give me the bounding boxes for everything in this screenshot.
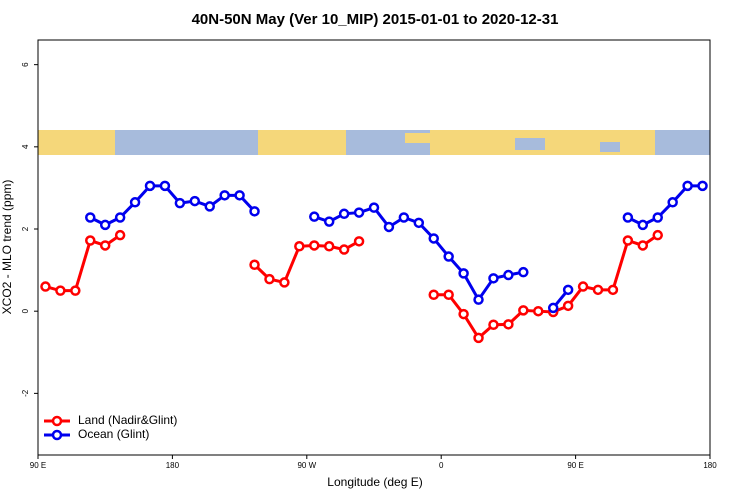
y-tick-label: 4 bbox=[21, 144, 30, 149]
y-tick-label: 6 bbox=[21, 62, 30, 67]
data-point bbox=[637, 240, 649, 251]
data-point bbox=[323, 216, 335, 227]
data-point bbox=[159, 180, 171, 192]
data-point bbox=[518, 266, 529, 278]
data-point bbox=[533, 305, 544, 317]
data-point bbox=[667, 197, 678, 208]
data-point bbox=[40, 281, 51, 292]
data-point bbox=[279, 277, 290, 288]
legend-label: Land (Nadir&Glint) bbox=[78, 413, 177, 427]
legend-marker bbox=[51, 415, 63, 427]
data-point bbox=[249, 259, 260, 271]
data-point bbox=[338, 244, 350, 255]
data-point bbox=[353, 236, 365, 247]
data-point bbox=[55, 285, 66, 296]
data-point bbox=[562, 284, 574, 296]
data-point bbox=[114, 212, 126, 223]
data-point bbox=[518, 305, 529, 316]
data-point bbox=[697, 180, 708, 192]
data-point bbox=[547, 302, 559, 314]
data-point bbox=[323, 241, 335, 252]
data-point bbox=[622, 235, 634, 246]
data-point bbox=[99, 240, 111, 251]
data-point bbox=[473, 332, 484, 344]
x-tick-label: 0 bbox=[439, 461, 444, 470]
data-point bbox=[309, 240, 320, 251]
data-point bbox=[70, 285, 81, 296]
map-strip bbox=[38, 130, 710, 155]
x-axis-label: Longitude (deg E) bbox=[327, 475, 422, 489]
data-point bbox=[428, 289, 439, 301]
legend-label: Ocean (Glint) bbox=[78, 427, 149, 441]
x-tick-label: 90 E bbox=[30, 461, 46, 470]
x-tick-label: 180 bbox=[166, 461, 180, 470]
data-point bbox=[114, 229, 126, 241]
data-point bbox=[562, 300, 574, 312]
data-point bbox=[473, 294, 484, 305]
data-point bbox=[503, 269, 514, 281]
data-point bbox=[488, 273, 499, 284]
data-point bbox=[652, 212, 663, 223]
data-point bbox=[294, 241, 305, 252]
y-tick-label: -2 bbox=[21, 389, 30, 397]
data-point bbox=[129, 197, 141, 208]
x-tick-label: 90 E bbox=[567, 461, 583, 470]
data-point bbox=[577, 281, 589, 292]
plot-frame bbox=[37, 39, 711, 456]
x-tick-label: 180 bbox=[703, 461, 717, 470]
series-line bbox=[433, 233, 659, 341]
data-point bbox=[443, 289, 454, 301]
data-point bbox=[85, 212, 96, 223]
chart-title: 40N-50N May (Ver 10_MIP) 2015-01-01 to 2… bbox=[192, 11, 559, 28]
data-point bbox=[622, 212, 634, 223]
data-point bbox=[682, 180, 693, 192]
data-point bbox=[398, 212, 410, 223]
data-point bbox=[338, 208, 350, 220]
legend-marker bbox=[51, 429, 63, 441]
data-point bbox=[85, 235, 96, 246]
data-point bbox=[443, 251, 454, 262]
data-point bbox=[99, 219, 111, 231]
data-point bbox=[488, 319, 499, 330]
data-point bbox=[234, 190, 245, 201]
data-point bbox=[219, 190, 230, 201]
data-point bbox=[264, 273, 275, 285]
data-point bbox=[652, 229, 663, 241]
series-line bbox=[89, 184, 256, 227]
data-point bbox=[174, 197, 186, 209]
data-point bbox=[592, 284, 604, 296]
data-point bbox=[503, 319, 514, 330]
y-tick-label: 0 bbox=[21, 308, 30, 313]
y-axis-label: XCO2 - MLO trend (ppm) bbox=[0, 180, 14, 315]
data-point bbox=[189, 195, 201, 207]
series-line bbox=[627, 184, 703, 227]
data-point bbox=[353, 207, 365, 218]
data-point bbox=[383, 221, 395, 233]
data-point bbox=[458, 308, 469, 320]
data-point bbox=[428, 233, 439, 244]
data-point bbox=[637, 219, 649, 231]
data-point bbox=[249, 206, 260, 217]
data-point bbox=[368, 202, 380, 213]
data-point bbox=[204, 201, 215, 212]
data-point bbox=[607, 284, 619, 296]
y-tick-label: 2 bbox=[21, 226, 30, 231]
data-point bbox=[458, 268, 469, 279]
data-point bbox=[144, 180, 156, 192]
data-point bbox=[413, 217, 425, 229]
x-tick-label: 90 W bbox=[297, 461, 316, 470]
data-point bbox=[309, 211, 320, 222]
